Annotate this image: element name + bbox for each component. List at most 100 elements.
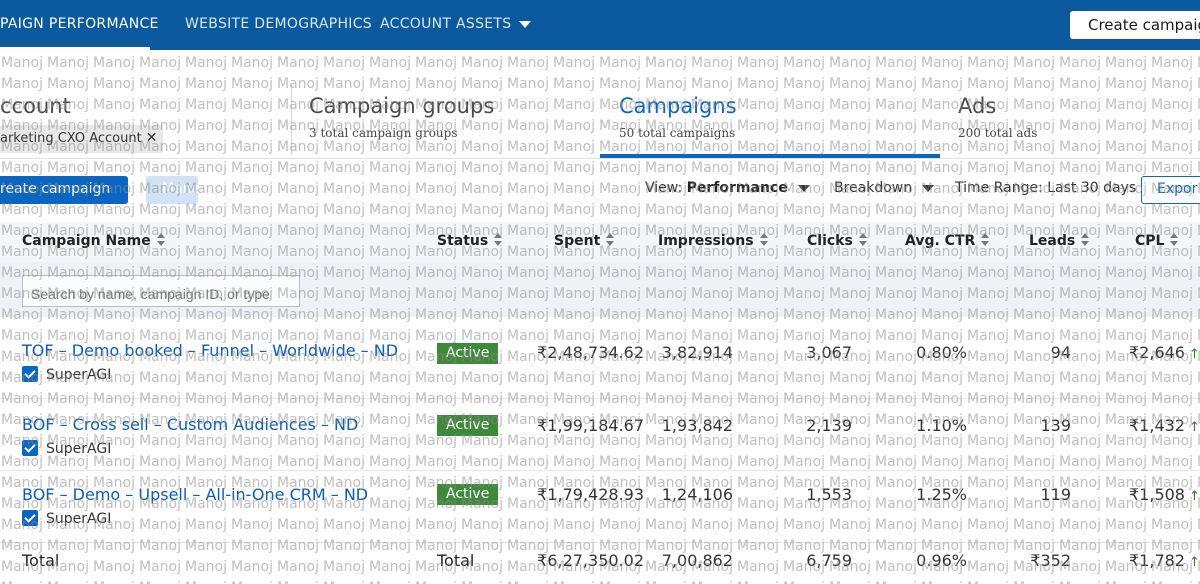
column-header-label: Leads <box>1029 233 1076 249</box>
clicks-value: 3,067 <box>806 343 852 362</box>
account-filter-chip[interactable]: arketing CXO Account ✕ <box>0 125 164 153</box>
column-header-label: Spent <box>554 233 601 249</box>
checkbox-icon[interactable] <box>22 440 38 456</box>
sort-icon[interactable] <box>156 233 166 247</box>
summary-campaigns[interactable]: Campaigns 50 total campaigns <box>619 94 737 140</box>
top-navigation-bar: PAIGN PERFORMANCE WEBSITE DEMOGRAPHICS A… <box>0 0 1200 50</box>
sort-icon[interactable] <box>759 233 769 247</box>
status-badge: Active <box>437 415 498 436</box>
column-header-label: Clicks <box>807 233 853 249</box>
ctr-value: 1.10% <box>916 416 967 435</box>
row-divider <box>0 542 1200 543</box>
summary-account-title: ccount <box>0 94 71 118</box>
leads-value: 94 <box>1050 343 1071 362</box>
column-header-spent[interactable]: Spent <box>554 233 615 249</box>
column-header-campaign-name[interactable]: Campaign Name <box>22 233 166 249</box>
sort-icon[interactable] <box>606 233 615 247</box>
ads-count: 200 total ads <box>958 126 1038 140</box>
sort-icon[interactable] <box>858 233 868 247</box>
cpl-value: ₹2,646 ↑ <box>1129 343 1200 362</box>
view-dropdown[interactable]: View: Performance <box>645 180 810 196</box>
sort-icon[interactable] <box>1170 233 1179 247</box>
arrow-up-icon: ↑ <box>1188 489 1200 504</box>
cpl-amount: ₹1,508 <box>1129 485 1185 504</box>
campaign-search-input[interactable] <box>22 275 300 307</box>
campaigns-count: 50 total campaigns <box>619 126 736 140</box>
time-range-selector[interactable]: Time Range: Last 30 days <box>955 180 1137 196</box>
campaign-account[interactable]: SuperAGI <box>22 510 111 527</box>
view-value: Performance <box>686 180 788 196</box>
export-button[interactable]: Expor <box>1141 176 1200 204</box>
spent-value: ₹1,79,428.93 <box>537 485 644 504</box>
manage-button[interactable]: Mana <box>146 176 198 204</box>
campaign-groups-count: 3 total campaign groups <box>309 126 458 140</box>
total-leads: ₹352 <box>1030 551 1071 570</box>
impressions-value: 3,82,914 <box>661 343 733 362</box>
view-prefix: View: <box>645 180 683 196</box>
ads-title: Ads <box>958 94 997 118</box>
campaign-account[interactable]: SuperAGI <box>22 366 111 383</box>
cpl-amount: ₹1,432 <box>1129 416 1185 435</box>
column-header-leads[interactable]: Leads <box>1029 233 1090 249</box>
leads-value: 119 <box>1040 485 1071 504</box>
total-cpl: ₹1,782 ↑ <box>1129 551 1200 570</box>
chevron-down-icon <box>519 20 532 28</box>
sort-icon[interactable] <box>1081 233 1090 247</box>
cpl-value: ₹1,508 ↑ <box>1129 485 1200 504</box>
column-header-label: Status <box>437 233 489 249</box>
total-impressions: 7,00,862 <box>661 551 733 570</box>
top-create-campaign-button[interactable]: Create campaig <box>1070 11 1200 39</box>
sort-icon[interactable] <box>494 233 503 247</box>
clicks-value: 2,139 <box>806 416 852 435</box>
status-badge: Active <box>437 484 498 505</box>
total-clicks: 6,759 <box>806 551 852 570</box>
column-header-impressions[interactable]: Impressions <box>658 233 769 249</box>
total-ctr: 0.96% <box>916 551 967 570</box>
column-header-cpl[interactable]: CPL <box>1135 233 1179 249</box>
summary-account[interactable]: ccount <box>0 94 71 118</box>
total-row-label: Total <box>22 551 60 570</box>
campaigns-title: Campaigns <box>619 94 737 118</box>
leads-value: 139 <box>1040 416 1071 435</box>
tab-account-assets[interactable]: ACCOUNT ASSETS <box>380 16 532 32</box>
campaign-name-link[interactable]: BOF – Demo – Upsell – All-in-One CRM – N… <box>22 485 369 504</box>
summary-campaign-groups[interactable]: Campaign groups 3 total campaign groups <box>309 94 494 140</box>
column-header-label: CPL <box>1135 233 1165 249</box>
create-campaign-button[interactable]: reate campaign <box>0 176 128 204</box>
sort-icon[interactable] <box>981 233 990 247</box>
column-header-label: Avg. CTR <box>905 233 976 249</box>
cpl-value: ₹1,432 ↑ <box>1129 416 1200 435</box>
row-divider <box>0 398 1200 399</box>
campaign-groups-title: Campaign groups <box>309 94 495 118</box>
tab-account-assets-label: ACCOUNT ASSETS <box>380 16 512 32</box>
chevron-down-icon <box>797 184 810 192</box>
tab-website-demographics[interactable]: WEBSITE DEMOGRAPHICS <box>185 16 372 32</box>
column-header-label: Impressions <box>658 233 754 249</box>
arrow-up-icon: ↑ <box>1188 555 1200 570</box>
impressions-value: 1,93,842 <box>661 416 733 435</box>
campaign-name-link[interactable]: TOF – Demo booked – Funnel – Worldwide –… <box>22 341 399 360</box>
ctr-value: 0.80% <box>916 343 967 362</box>
column-header-avg-ctr[interactable]: Avg. CTR <box>905 233 990 249</box>
account-chip-label: arketing CXO Account <box>0 131 142 146</box>
clicks-value: 1,553 <box>806 485 852 504</box>
tab-campaign-performance[interactable]: PAIGN PERFORMANCE <box>0 16 159 32</box>
summary-divider <box>291 85 292 155</box>
spent-value: ₹1,99,184.67 <box>537 416 644 435</box>
column-header-status[interactable]: Status <box>437 233 503 249</box>
arrow-up-icon: ↑ <box>1188 420 1200 435</box>
row-divider <box>0 470 1200 471</box>
checkbox-icon[interactable] <box>22 366 38 382</box>
column-header-label: Campaign Name <box>22 233 151 249</box>
summary-ads[interactable]: Ads 200 total ads <box>958 94 1037 140</box>
chevron-down-icon <box>922 184 935 192</box>
account-name: SuperAGI <box>46 367 112 383</box>
arrow-up-icon: ↑ <box>1188 347 1200 362</box>
column-header-clicks[interactable]: Clicks <box>807 233 868 249</box>
checkbox-icon[interactable] <box>22 510 38 526</box>
campaign-account[interactable]: SuperAGI <box>22 440 111 457</box>
close-icon[interactable]: ✕ <box>145 130 158 146</box>
campaign-name-link[interactable]: BOF – Cross sell – Custom Audiences – ND <box>22 415 359 434</box>
breakdown-dropdown[interactable]: Breakdown <box>834 180 935 196</box>
active-tab-indicator <box>0 47 150 50</box>
